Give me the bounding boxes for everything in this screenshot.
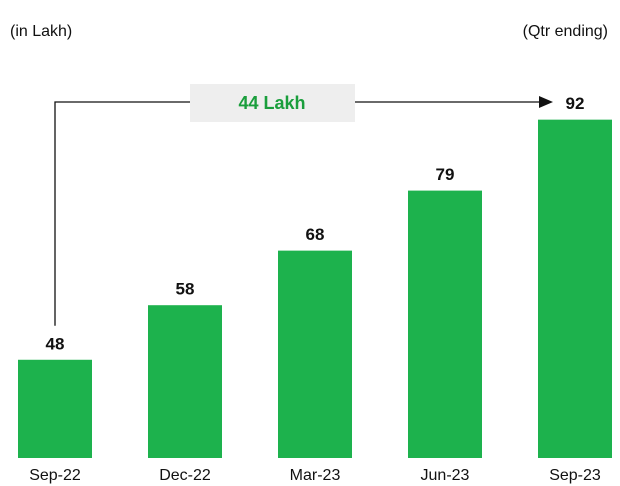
bar	[148, 305, 222, 458]
bar	[538, 119, 612, 459]
annotation-arrow	[54, 101, 545, 326]
value-label: 92	[566, 94, 585, 113]
x-tick-label: Sep-23	[549, 467, 601, 484]
bar	[408, 190, 482, 458]
bar	[278, 250, 352, 458]
x-tick-label: Dec-22	[159, 467, 211, 484]
annotation-text: 44 Lakh	[238, 93, 305, 113]
unit-label: (in Lakh)	[10, 23, 72, 40]
annotation-box	[190, 84, 355, 122]
x-tick-label: Sep-22	[29, 467, 81, 484]
arrow-head	[539, 96, 553, 108]
bar	[18, 359, 92, 458]
value-label: 58	[176, 280, 195, 299]
value-label: 68	[306, 225, 325, 244]
period-note: (Qtr ending)	[523, 23, 608, 40]
value-label: 79	[436, 165, 455, 184]
x-tick-label: Jun-23	[421, 467, 470, 484]
value-label: 48	[46, 334, 65, 353]
x-tick-label: Mar-23	[290, 467, 341, 484]
